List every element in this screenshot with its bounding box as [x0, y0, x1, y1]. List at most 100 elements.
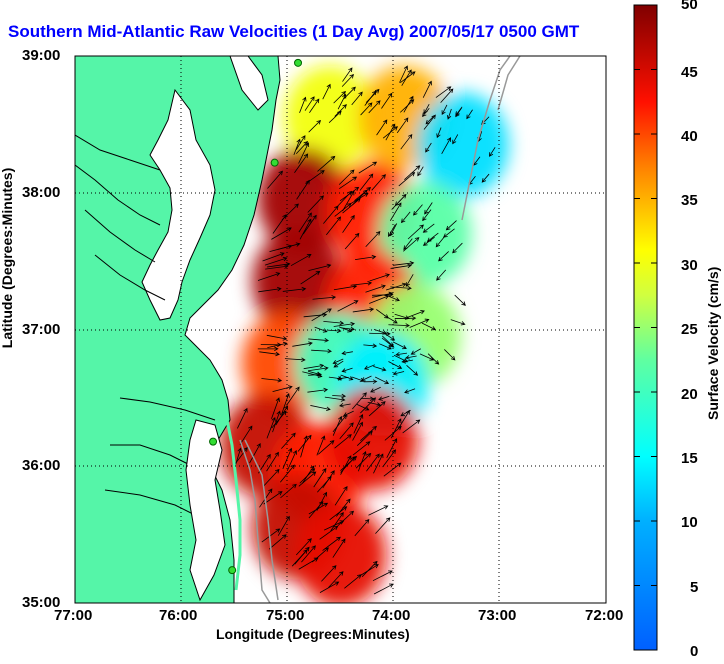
velocity-arrow	[396, 117, 409, 134]
velocity-arrow	[280, 483, 297, 499]
x-tick-75: 75:00	[266, 607, 305, 624]
velocity-arrow	[443, 228, 455, 238]
velocity-arrow	[444, 349, 456, 361]
cb-tick-35: 35	[681, 192, 698, 209]
velocity-arrow	[360, 102, 373, 116]
velocity-cell-2	[416, 92, 509, 197]
velocity-arrow	[354, 519, 370, 537]
velocity-arrow	[302, 214, 317, 235]
radar-station-marker	[228, 566, 237, 575]
rivers	[75, 134, 216, 521]
velocity-arrow	[400, 211, 411, 224]
velocity-arrow	[317, 155, 336, 172]
velocity-arrow	[311, 348, 332, 354]
velocity-arrow	[271, 397, 280, 419]
velocity-arrow	[308, 366, 329, 372]
velocity-arrow	[407, 224, 424, 240]
velocity-arrow	[400, 71, 416, 84]
velocity-arrow	[450, 319, 466, 326]
y-axis-label: Latitude (Degrees:Minutes)	[0, 167, 15, 349]
velocity-arrow	[271, 227, 292, 240]
radar-station-marker	[270, 158, 279, 167]
velocity-arrow	[394, 195, 406, 206]
velocity-arrow	[368, 505, 389, 516]
velocity-arrow	[394, 313, 410, 320]
velocity-arrow	[310, 405, 331, 412]
velocity-arrow	[268, 534, 287, 550]
velocity-arrow	[300, 435, 308, 458]
velocity-arrow	[293, 138, 301, 156]
velocity-arrow	[308, 338, 329, 343]
velocity-arrow	[424, 202, 433, 215]
velocity-arrow	[390, 263, 412, 269]
barrier-islands	[224, 414, 242, 591]
velocity-arrow	[413, 204, 423, 216]
velocity-arrow	[423, 114, 436, 130]
velocity-arrow	[286, 386, 300, 406]
velocity-arrow	[400, 134, 413, 150]
velocity-arrow	[307, 195, 324, 213]
velocity-arrow	[409, 318, 430, 328]
velocity-arrow	[323, 320, 345, 326]
velocity-vectors	[233, 65, 496, 595]
velocity-arrow	[303, 363, 325, 370]
velocity-cell-14	[326, 386, 419, 491]
velocity-arrow	[360, 425, 377, 442]
velocity-arrow	[337, 93, 347, 110]
velocity-arrow	[259, 351, 280, 357]
velocity-arrow	[390, 418, 402, 439]
velocity-arrow	[368, 100, 381, 114]
velocity-arrow	[401, 69, 412, 86]
velocity-arrow	[317, 476, 332, 493]
velocity-arrow	[358, 161, 378, 174]
velocity-arrow	[316, 435, 326, 456]
colorbar-label: Surface Velocity (cm/s)	[705, 266, 721, 420]
velocity-arrow	[385, 123, 396, 141]
velocity-arrow	[366, 453, 380, 472]
velocity-arrow	[359, 173, 374, 191]
velocity-arrow	[327, 328, 342, 334]
velocity-arrow	[375, 517, 391, 534]
velocity-arrow	[425, 142, 432, 153]
velocity-arrow	[323, 520, 345, 531]
velocity-arrow	[363, 379, 378, 384]
velocity-arrow	[388, 361, 403, 369]
velocity-arrow	[328, 110, 342, 123]
velocity-arrow	[269, 244, 293, 253]
velocity-arrow	[281, 392, 290, 415]
velocity-arrow	[333, 321, 356, 327]
velocity-arrow	[335, 190, 353, 209]
velocity-arrow	[282, 447, 293, 470]
velocity-arrow	[309, 98, 320, 113]
cb-tick-25: 25	[681, 321, 698, 338]
velocity-arrow	[395, 351, 408, 357]
velocity-arrow	[360, 375, 372, 382]
velocity-arrow	[266, 451, 279, 472]
x-axis-label: Longitude (Degrees:Minutes)	[216, 626, 410, 642]
velocity-arrow	[374, 376, 390, 385]
velocity-arrow	[322, 83, 331, 100]
velocity-arrow	[334, 485, 348, 506]
velocity-arrow	[272, 410, 281, 433]
velocity-arrow	[281, 203, 299, 221]
velocity-cell-16	[294, 503, 387, 603]
velocity-arrow	[360, 397, 377, 414]
x-tick-73: 73:00	[478, 607, 517, 624]
velocity-arrow	[406, 365, 419, 376]
velocity-arrow	[365, 284, 386, 293]
velocity-arrow	[355, 254, 377, 261]
map-title: Southern Mid-Atlantic Raw Velocities (1 …	[8, 22, 580, 41]
velocity-arrow	[286, 449, 298, 472]
velocity-arrow	[344, 574, 362, 589]
velocity-arrow	[454, 294, 466, 306]
velocity-arrow	[313, 467, 327, 488]
velocity-arrow	[390, 285, 412, 291]
velocity-arrow	[318, 440, 335, 455]
velocity-arrow	[379, 343, 392, 350]
velocity-arrow	[341, 350, 353, 356]
velocity-arrow	[367, 401, 382, 407]
velocity-arrow	[336, 498, 351, 517]
velocity-arrow	[339, 403, 351, 408]
velocity-arrow	[404, 165, 421, 180]
velocity-arrow	[300, 271, 321, 285]
